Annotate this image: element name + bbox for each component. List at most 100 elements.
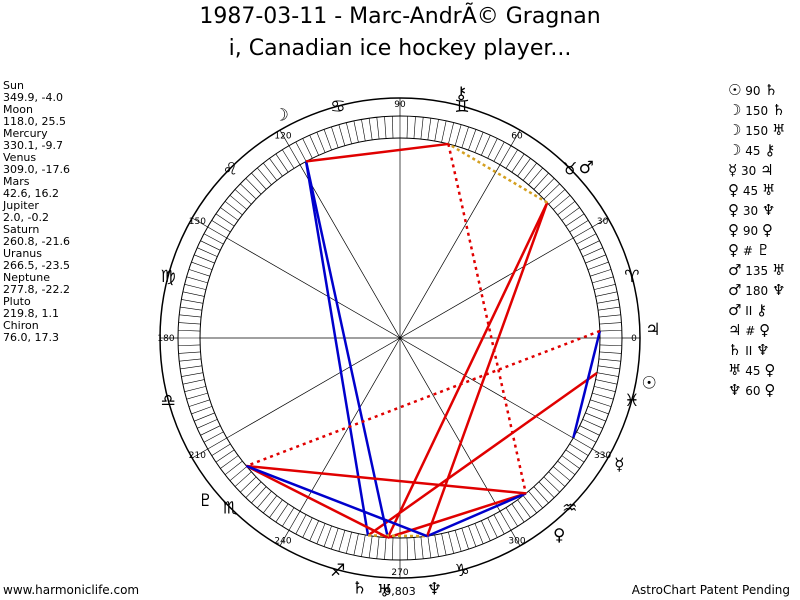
sign-boundary [592, 448, 609, 459]
aspect-angle: 180 [741, 284, 772, 298]
sign-boundary [191, 448, 208, 459]
planet-coords-neptune: 277.8, -22.2 [3, 283, 70, 296]
degree-tick [596, 299, 619, 304]
degree-tick [427, 536, 432, 558]
degree-tick [257, 491, 272, 509]
degree-tick [178, 351, 201, 354]
degree-tick [599, 329, 622, 332]
degree-tick [316, 523, 326, 544]
degree-tick [263, 162, 278, 181]
aspect-angle: 150 [741, 124, 772, 138]
degree-tick [569, 220, 589, 233]
degree-label: 30 [597, 217, 609, 227]
degree-tick [269, 499, 283, 518]
aspect-row: ☿ 30 ♃ [728, 160, 800, 180]
degree-tick [240, 183, 257, 200]
degree-tick [406, 116, 409, 139]
degree-tick [323, 525, 332, 547]
degree-tick [582, 247, 603, 257]
aspect-line-quincunx [304, 161, 390, 538]
degree-tick [493, 141, 505, 162]
aspect-row: ♆ 60 ♀ [728, 380, 800, 400]
degree-tick [263, 495, 278, 514]
aspect-line-contraparallel [245, 329, 601, 468]
aspect-row: ♀ 45 ♅ [728, 180, 800, 200]
degree-tick [234, 471, 252, 487]
aspect-planet2-icon: ♆ [756, 341, 770, 359]
planet-coords-uranus: 266.5, -23.5 [3, 259, 70, 272]
aspect-planet1-icon: ☽ [728, 121, 742, 139]
degree-tick [468, 525, 477, 547]
aspect-planet1-icon: ♀ [728, 201, 739, 219]
degree-tick [200, 240, 221, 251]
aspect-planet2-icon: ♄ [764, 81, 778, 99]
degree-label: 240 [274, 537, 291, 547]
degree-tick [474, 132, 484, 153]
aspect-row: ♄ II ♆ [728, 340, 800, 360]
planet-glyph-icon: ♃ [645, 320, 660, 340]
degree-tick [427, 118, 432, 140]
degree-tick [461, 126, 469, 148]
planet-glyph-icon: ♆ [427, 580, 442, 600]
aspect-line-parallel [447, 142, 548, 204]
degree-tick [522, 162, 537, 181]
degree-tick [557, 460, 576, 475]
sign-boundary [592, 217, 609, 228]
bottom-value-label: 9,803 [384, 585, 416, 598]
degree-tick [576, 431, 597, 443]
degree-tick [376, 117, 380, 140]
planet-name-uranus: Uranus [3, 247, 42, 260]
planet-positions-panel: Sun 349.9, -4.0 Moon 118.0, 25.5 Mercury 330.… [3, 80, 113, 344]
degree-tick [474, 523, 484, 544]
degree-tick [505, 507, 518, 527]
degree-tick [434, 534, 439, 557]
sign-boundary [510, 530, 521, 547]
degree-tick [448, 122, 454, 145]
degree-tick [522, 495, 537, 514]
degree-tick [200, 425, 221, 436]
zodiac-sign-icon: ♈ [624, 267, 639, 287]
degree-tick [179, 314, 202, 318]
aspect-angle: II [741, 304, 757, 318]
aspect-angle: 45 [741, 144, 765, 158]
planet-name-mars: Mars [3, 175, 30, 188]
degree-tick [234, 189, 252, 205]
aspect-row: ♀ # ♇ [728, 240, 800, 260]
degree-tick [376, 536, 380, 559]
aspect-planet2-icon: ♆ [772, 281, 786, 299]
degree-tick [538, 481, 555, 498]
aspect-planet1-icon: ♄ [728, 341, 742, 359]
aspect-planet2-icon: ♃ [760, 161, 774, 179]
footer-website: www.harmoniclife.com [3, 583, 140, 597]
degree-tick [561, 455, 580, 469]
degree-tick [361, 534, 366, 557]
degree-tick [181, 299, 204, 304]
degree-tick [295, 141, 307, 162]
degree-tick [368, 536, 373, 558]
planet-coords-saturn: 260.8, -21.6 [3, 235, 70, 248]
degree-tick [573, 437, 593, 450]
degree-tick [353, 120, 359, 143]
aspect-planet1-icon: ☿ [728, 161, 738, 179]
aspect-planet2-icon: ♀ [759, 321, 771, 339]
degree-tick [288, 511, 301, 531]
planet-coords-mars: 42.6, 16.2 [3, 187, 59, 200]
zodiac-sign-icon: ♏ [223, 499, 238, 519]
aspect-planet1-icon: ♂ [728, 301, 742, 319]
degree-tick [517, 158, 531, 177]
zodiac-sign-icon: ♊ [454, 97, 469, 117]
degree-label: 330 [594, 451, 611, 461]
aspect-row: ☉ 90 ♄ [728, 80, 800, 100]
degree-tick [302, 138, 313, 159]
degree-tick [487, 517, 498, 538]
aspect-angle: # [741, 324, 760, 338]
degree-tick [288, 145, 301, 165]
zodiac-sign-icon: ♋ [330, 97, 345, 117]
degree-tick [505, 149, 518, 169]
planet-coords-chiron: 76.0, 17.3 [3, 331, 59, 344]
degree-tick [599, 322, 622, 325]
planet-glyph-icon: ♀ [553, 526, 565, 546]
degree-tick [197, 247, 218, 257]
degree-tick [598, 365, 620, 370]
